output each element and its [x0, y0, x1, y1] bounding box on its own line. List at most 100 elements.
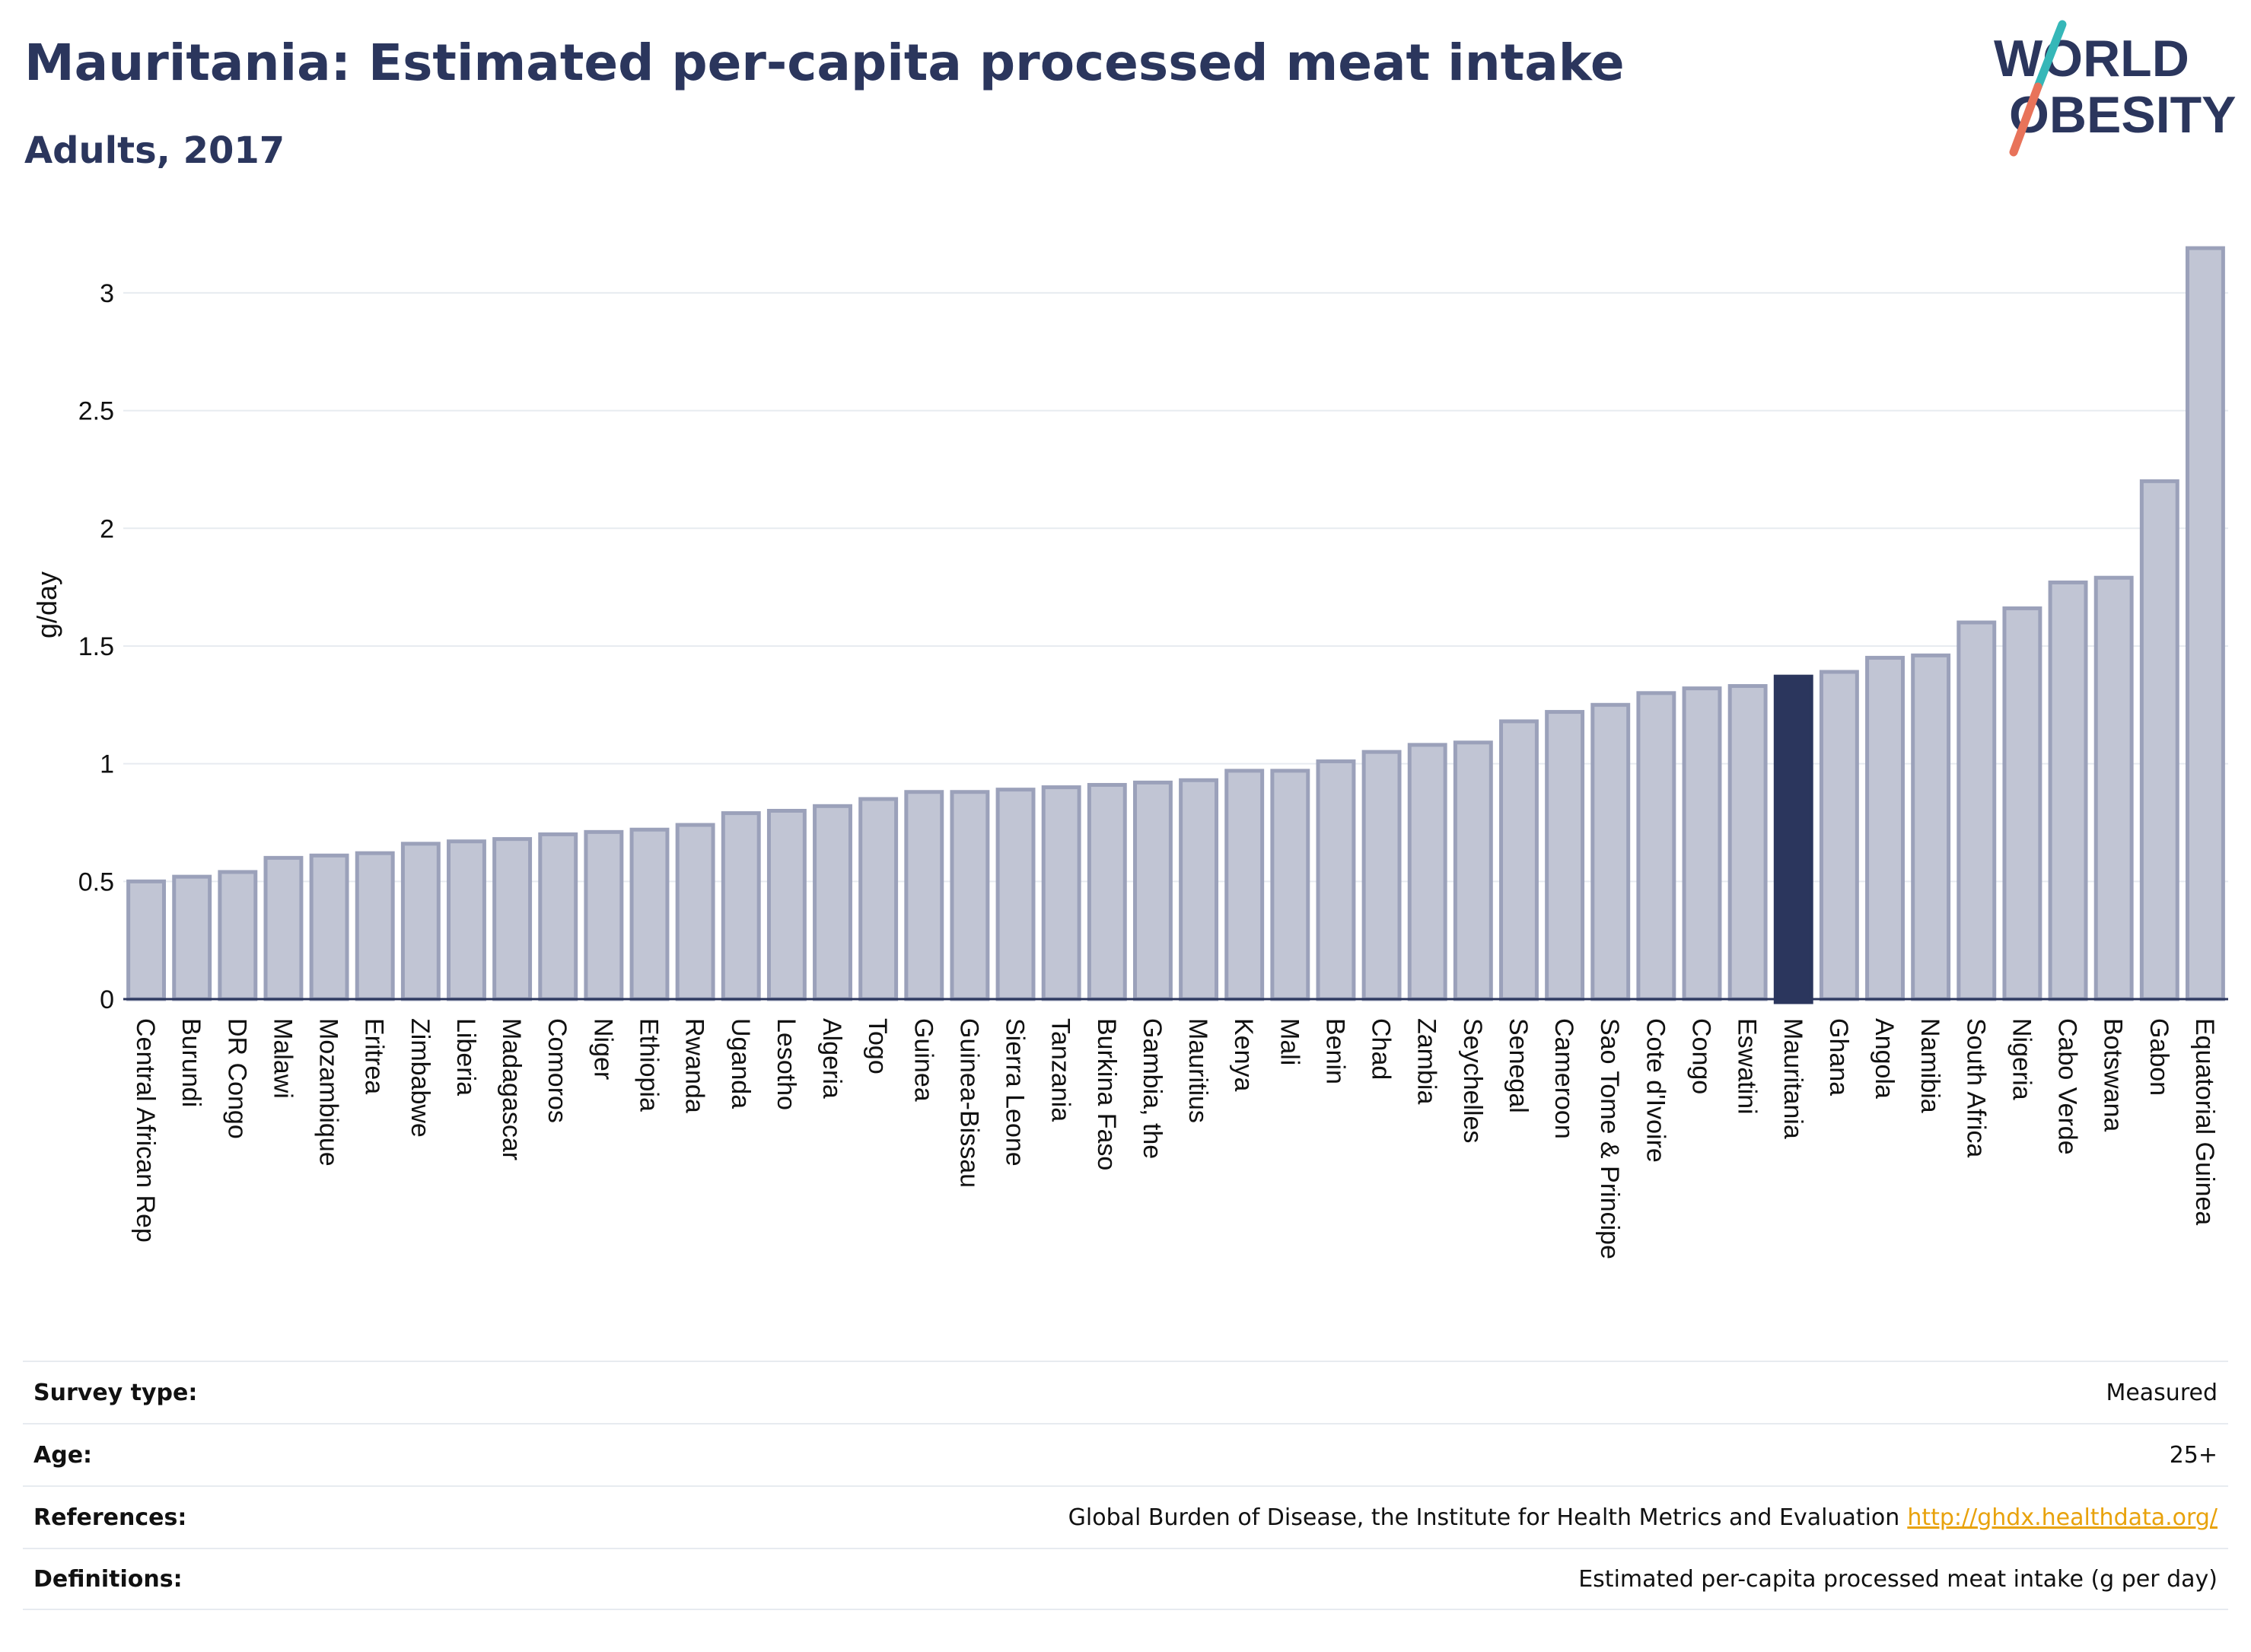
- meta-label-age: Age:: [33, 1441, 93, 1469]
- x-axis-labels: Central African Rep Burundi DR Congo Malawi…: [131, 1018, 2219, 1259]
- x-tick-label: Zimbabwe: [406, 1018, 435, 1138]
- bar[interactable]: [2185, 246, 2225, 1001]
- x-tick-label: Mauritius: [1183, 1018, 1212, 1123]
- references-link[interactable]: http://ghdx.healthdata.org/: [1907, 1504, 2218, 1531]
- bar[interactable]: [309, 853, 349, 1001]
- x-tick-label: Ghana: [1824, 1018, 1853, 1096]
- x-tick-label: Mauritania: [1778, 1018, 1807, 1139]
- logo-text-obesity: OBESITY: [2009, 86, 2237, 144]
- bar[interactable]: [766, 809, 807, 1001]
- x-tick-label: Angola: [1870, 1018, 1899, 1099]
- x-tick-label: Burkina Faso: [1092, 1018, 1121, 1170]
- meta-row-definitions: Definitions: Estimated per-capita proces…: [23, 1548, 2228, 1610]
- bar[interactable]: [950, 790, 990, 1001]
- x-tick-label: Algeria: [817, 1018, 846, 1099]
- bar[interactable]: [1865, 655, 1905, 1001]
- x-tick-label: Botswana: [2099, 1018, 2128, 1132]
- bar[interactable]: [1773, 674, 1813, 1004]
- bar[interactable]: [904, 790, 944, 1001]
- y-axis-ticks: 0 0.5 1 1.5 2 2.5 3: [78, 279, 114, 1014]
- bar[interactable]: [1727, 684, 1768, 1001]
- meta-row-age: Age: 25+: [23, 1423, 2228, 1485]
- x-tick-label: Cabo Verde: [2053, 1018, 2082, 1155]
- logo-slash-bottom: [2009, 82, 2042, 157]
- bar[interactable]: [721, 811, 761, 1001]
- meta-label-survey-type: Survey type:: [33, 1379, 198, 1406]
- bar[interactable]: [400, 842, 441, 1001]
- bar[interactable]: [995, 788, 1036, 1001]
- x-tick-label: Central African Rep: [131, 1018, 160, 1243]
- bar[interactable]: [1545, 710, 1585, 1001]
- bar[interactable]: [2048, 580, 2088, 1001]
- bar[interactable]: [355, 851, 395, 1001]
- y-tick-label: 2: [100, 514, 114, 543]
- bar[interactable]: [2093, 575, 2134, 1001]
- bar[interactable]: [1087, 782, 1127, 1001]
- references-text: Global Burden of Disease, the Institute …: [1068, 1504, 1900, 1531]
- bar-chart: 0 0.5 1 1.5 2 2.5 3 g/day Central African Rep B…: [31, 246, 2228, 1259]
- x-tick-label: Namibia: [1915, 1018, 1944, 1113]
- bar[interactable]: [1224, 769, 1265, 1001]
- x-tick-label: Senegal: [1504, 1018, 1533, 1113]
- bar[interactable]: [1361, 750, 1402, 1001]
- bar[interactable]: [1819, 670, 1859, 1001]
- x-tick-label: Guinea: [909, 1018, 938, 1102]
- x-tick-label: Madagascar: [497, 1018, 526, 1160]
- x-tick-label: Tanzania: [1046, 1018, 1075, 1122]
- bar[interactable]: [492, 837, 533, 1001]
- y-tick-label: 3: [100, 279, 114, 308]
- bar[interactable]: [1316, 759, 1356, 1001]
- x-tick-label: Burundi: [177, 1018, 205, 1107]
- x-tick-label: Zambia: [1412, 1018, 1441, 1104]
- x-tick-label: Eswatini: [1733, 1018, 1762, 1115]
- bar[interactable]: [126, 879, 167, 1001]
- x-tick-label: Chad: [1367, 1018, 1396, 1080]
- bar[interactable]: [2002, 606, 2042, 1001]
- bar[interactable]: [263, 855, 304, 1001]
- bar[interactable]: [1041, 785, 1081, 1001]
- x-tick-label: Liberia: [451, 1018, 480, 1096]
- bar[interactable]: [1407, 743, 1447, 1001]
- bar[interactable]: [172, 874, 212, 1001]
- bar[interactable]: [1499, 719, 1539, 1001]
- bar[interactable]: [675, 823, 715, 1001]
- bar[interactable]: [2139, 479, 2179, 1001]
- bar[interactable]: [447, 839, 486, 1001]
- bar[interactable]: [1590, 702, 1631, 1001]
- x-tick-label: Uganda: [726, 1018, 755, 1109]
- x-tick-label: Lesotho: [772, 1018, 801, 1110]
- x-tick-label: Guinea-Bissau: [954, 1018, 983, 1188]
- bar[interactable]: [1636, 691, 1676, 1001]
- bar[interactable]: [1911, 653, 1951, 1001]
- bar[interactable]: [1179, 778, 1219, 1001]
- bar[interactable]: [1270, 769, 1310, 1001]
- y-tick-label: 1: [100, 750, 114, 779]
- meta-row-survey-type: Survey type: Measured: [23, 1361, 2228, 1423]
- logo-text-world: WORLD: [1994, 30, 2189, 88]
- x-tick-label: Nigeria: [2007, 1018, 2036, 1100]
- x-tick-label: Malawi: [268, 1018, 297, 1099]
- bar[interactable]: [1453, 740, 1493, 1001]
- bar[interactable]: [1682, 686, 1722, 1001]
- bar[interactable]: [1132, 780, 1173, 1001]
- bar[interactable]: [584, 829, 624, 1001]
- x-tick-label: Benin: [1320, 1018, 1349, 1084]
- bars: [126, 246, 2225, 1004]
- bar[interactable]: [813, 804, 852, 1001]
- y-axis-label: g/day: [31, 571, 62, 638]
- world-obesity-logo: WORLD OBESITY: [1994, 20, 2237, 157]
- bar[interactable]: [538, 832, 578, 1001]
- bar[interactable]: [858, 797, 899, 1001]
- bar[interactable]: [1956, 620, 1997, 1001]
- y-tick-label: 0: [100, 985, 114, 1014]
- x-tick-label: South Africa: [1961, 1018, 1990, 1157]
- metadata-table: Survey type: Measured Age: 25+ Reference…: [23, 1361, 2228, 1610]
- x-tick-label: Ethiopia: [635, 1018, 664, 1112]
- x-tick-label: Gambia, the: [1138, 1018, 1167, 1159]
- logo-slash-top: [2033, 20, 2067, 91]
- bar[interactable]: [218, 870, 258, 1001]
- x-tick-label: Rwanda: [680, 1018, 709, 1113]
- x-tick-label: Mali: [1275, 1018, 1304, 1065]
- bar[interactable]: [629, 827, 670, 1001]
- x-tick-label: Sao Tome & Principe: [1595, 1018, 1624, 1259]
